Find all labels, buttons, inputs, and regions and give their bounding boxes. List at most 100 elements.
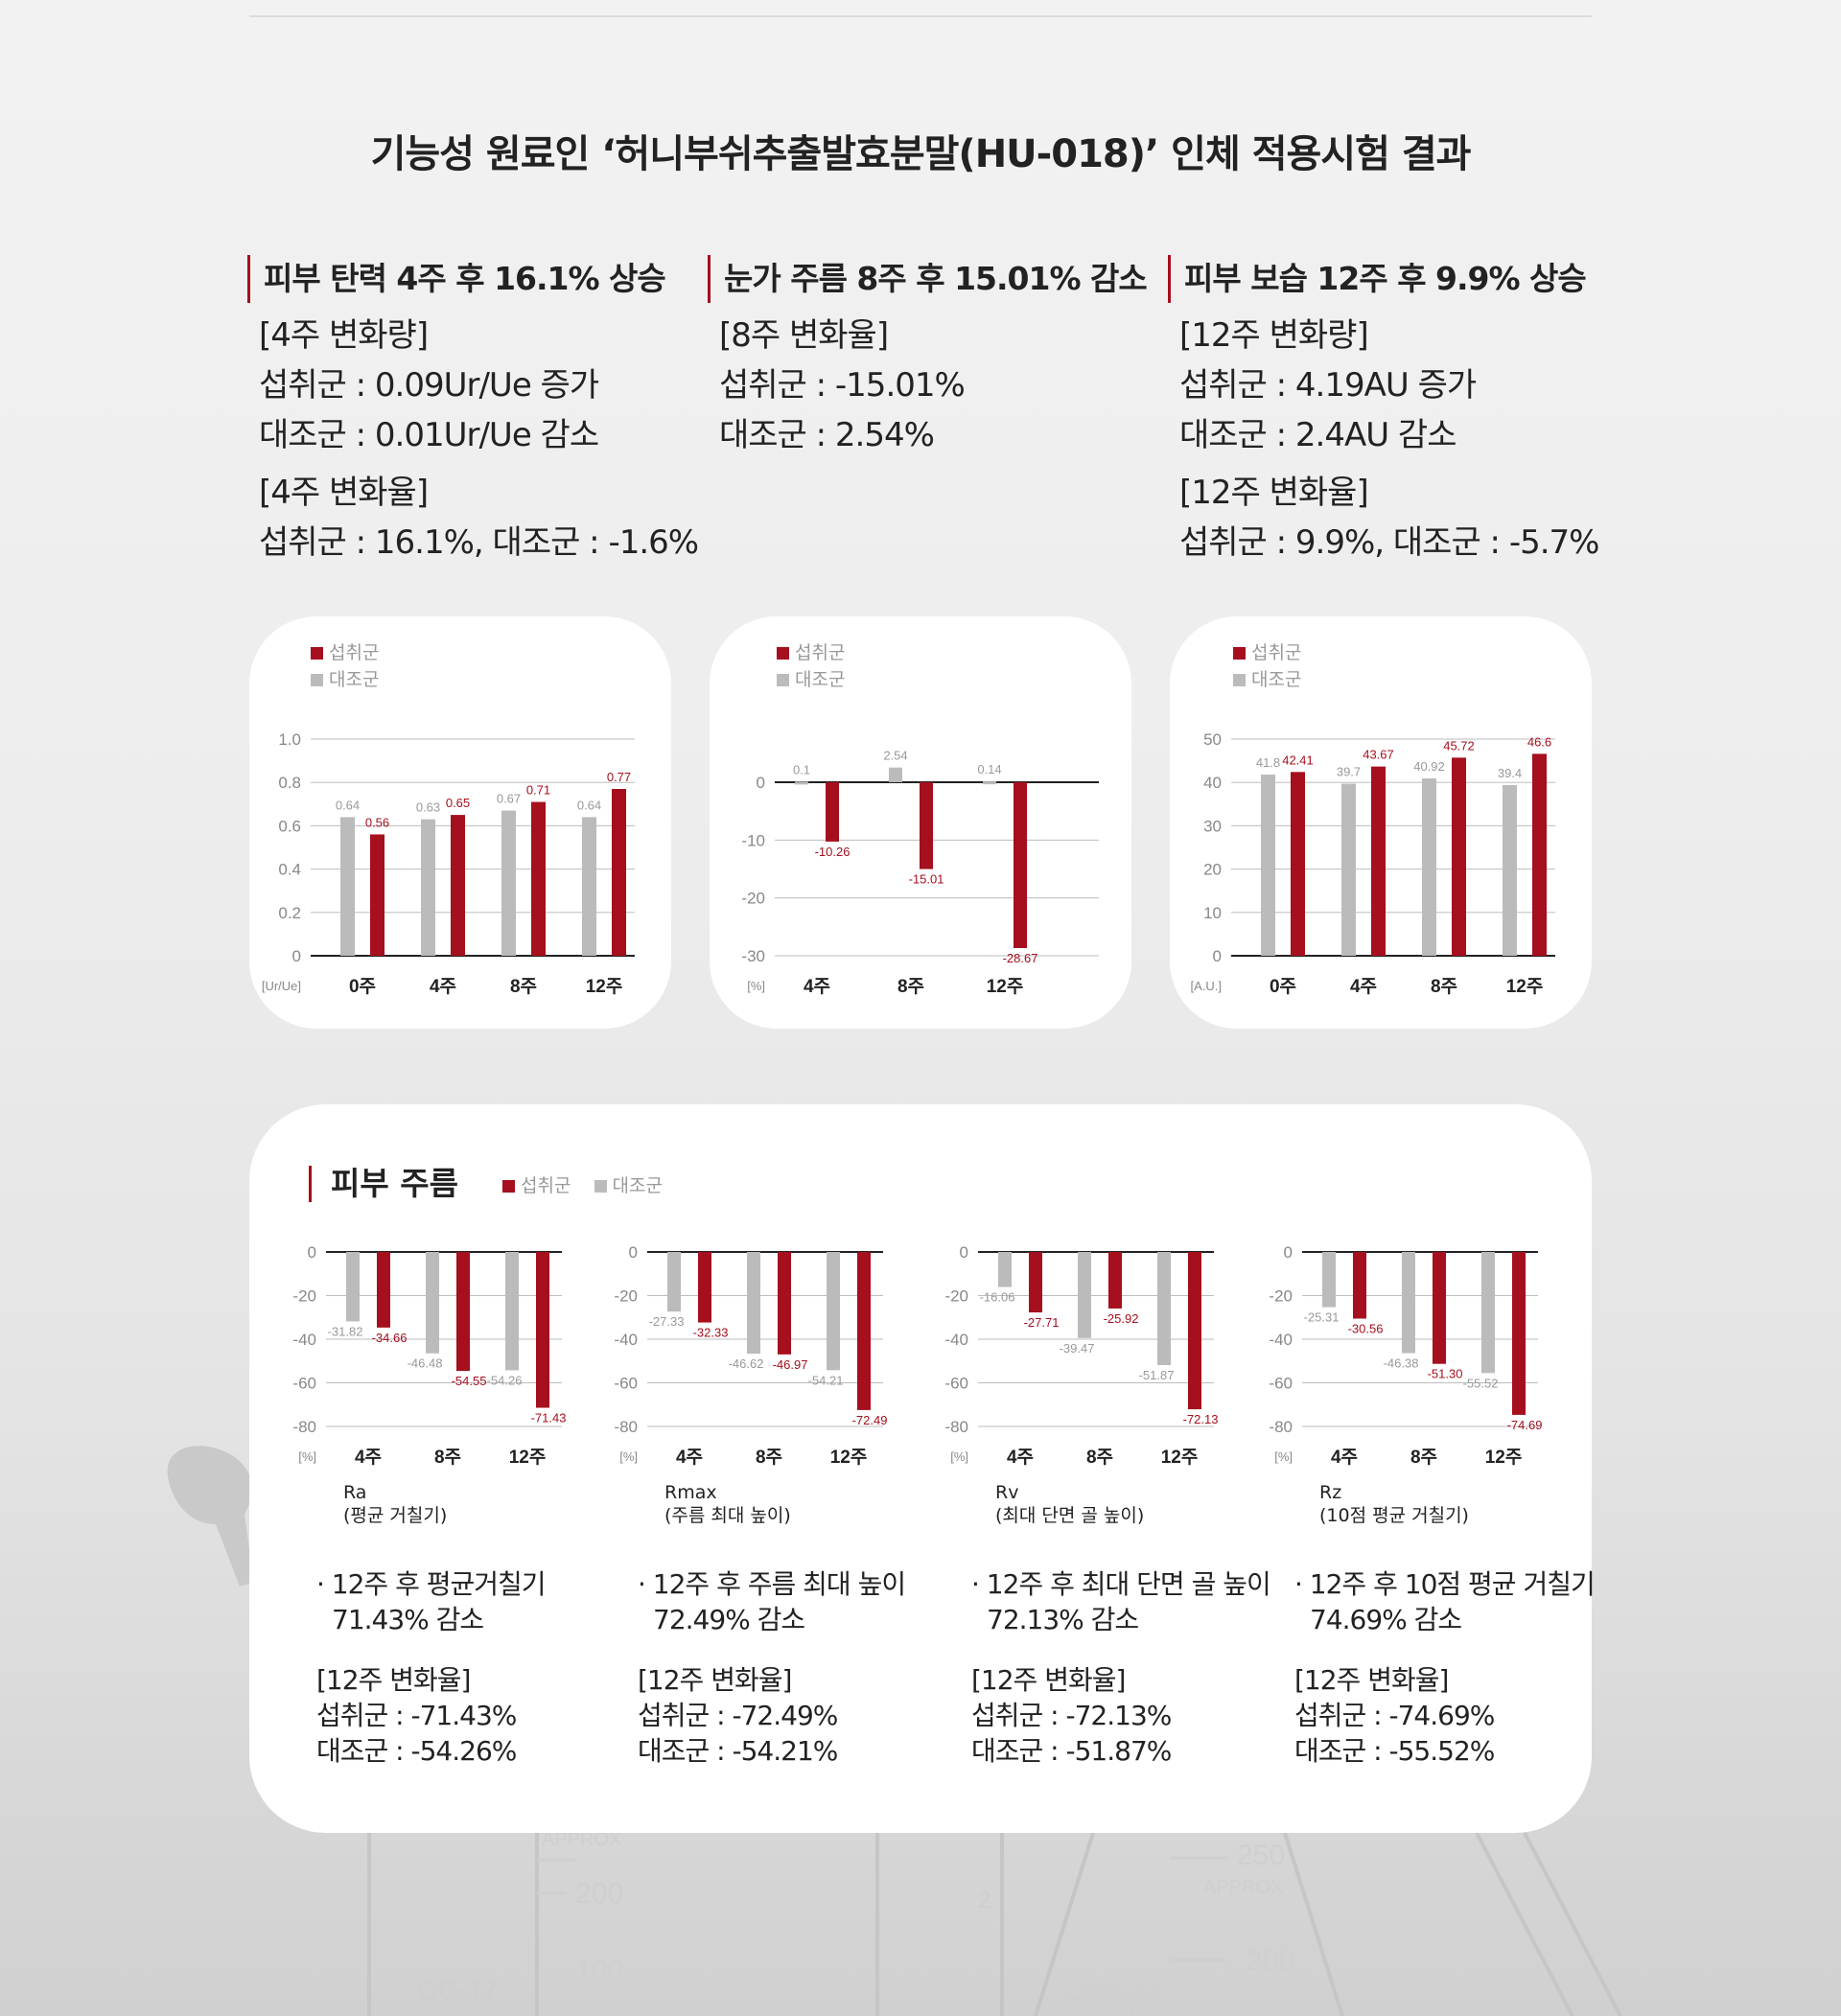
control-value-label: -31.82: [328, 1324, 363, 1338]
note-line: 섭취군 : -72.13%: [971, 1700, 1172, 1731]
legend-swatch-intake: [777, 647, 789, 660]
summary-heading: 피부 탄력 4주 후 16.1% 상승: [247, 255, 698, 303]
intake-value-label: -51.30: [1428, 1367, 1463, 1381]
intake-bar: [370, 834, 385, 956]
legend-label-intake: 섭취군: [795, 642, 846, 663]
control-value-label: -51.87: [1139, 1368, 1175, 1382]
intake-bar: [1452, 757, 1466, 956]
control-value-label: -55.52: [1463, 1376, 1499, 1390]
y-tick-label: 50: [1203, 730, 1222, 749]
intake-value-label: 0.56: [365, 815, 389, 829]
control-value-label: 39.4: [1498, 766, 1522, 780]
y-tick-label: -60: [614, 1375, 638, 1393]
caption-description: (평균 거칠기): [343, 1505, 448, 1526]
svg-text:250: 250: [1237, 1840, 1285, 1871]
y-tick-label: -20: [614, 1287, 638, 1306]
x-category-label: 8주: [897, 977, 924, 997]
note-headline: · 12주 후 10점 평균 거칠기: [1294, 1568, 1596, 1600]
control-value-label: 0.64: [577, 798, 601, 812]
y-tick-label: -20: [292, 1287, 316, 1306]
svg-text:250ml: 250ml: [1063, 1991, 1144, 2016]
legend-label-control: 대조군: [1251, 669, 1302, 690]
chart-legend: 섭취군 대조군: [777, 639, 845, 693]
y-unit-label: [%]: [950, 1449, 968, 1464]
y-tick-label: -30: [741, 947, 765, 965]
control-value-label: 2.54: [883, 749, 907, 763]
control-bar: [1422, 778, 1436, 956]
note-result: 74.69% 감소: [1310, 1604, 1462, 1635]
eye-wrinkle-bar-chart: 0 -10 -20 -30 [%] 0.1 -10.26 4주 2.54 -15.01 8주 0.14…: [741, 749, 1099, 997]
intake-value-label: -54.55: [452, 1374, 487, 1388]
intake-bar: [1029, 1252, 1042, 1313]
intake-value-label: -72.49: [852, 1413, 887, 1427]
control-bar: [340, 817, 355, 956]
y-unit-label: [%]: [1274, 1449, 1293, 1464]
x-category-label: 4주: [1331, 1448, 1358, 1468]
x-category-label: 4주: [355, 1448, 382, 1468]
control-value-label: 0.14: [977, 762, 1001, 776]
legend-swatch-intake: [1233, 647, 1246, 660]
rmax-bar-chart: 0 -20 -40 -60 -80 [%] -27.33 -32.33 4주 -46.62 -46.…: [614, 1243, 887, 1468]
intake-value-label: -34.66: [372, 1331, 408, 1345]
note-line: 대조군 : -54.26%: [316, 1735, 517, 1767]
caption-description: (주름 최대 높이): [664, 1505, 791, 1526]
legend-swatch-intake: [311, 647, 323, 660]
intake-bar: [1014, 782, 1027, 948]
control-value-label: -46.38: [1384, 1356, 1419, 1371]
y-tick-label: 0.2: [278, 904, 301, 922]
control-value-label: -27.33: [649, 1314, 685, 1329]
y-tick-label: -80: [614, 1418, 638, 1436]
legend-label-control: 대조군: [795, 669, 846, 690]
intake-value-label: -72.13: [1183, 1412, 1218, 1426]
svg-text:200: 200: [575, 1878, 623, 1910]
intake-bar: [377, 1252, 390, 1328]
control-bar: [1322, 1252, 1336, 1308]
control-bar: [426, 1252, 439, 1354]
rmax-caption: Rmax (주름 최대 높이): [664, 1481, 791, 1527]
rv-caption: Rv (최대 단면 골 높이): [995, 1481, 1144, 1527]
note-line: 대조군 : -54.21%: [638, 1735, 838, 1767]
x-category-label: 4주: [804, 977, 830, 997]
summary-line: 섭취군 : 9.9%, 대조군 : -5.7%: [1179, 523, 1599, 562]
note-line: 대조군 : -55.52%: [1294, 1735, 1495, 1767]
control-bar: [889, 767, 902, 782]
rv-note: · 12주 후 최대 단면 골 높이 72.13% 감소 [12주 변화율] 섭…: [971, 1566, 1271, 1769]
summary-heading: 눈가 주름 8주 후 15.01% 감소: [708, 255, 1158, 303]
svg-text:200: 200: [1247, 1945, 1294, 1977]
x-category-label: 8주: [1086, 1448, 1113, 1468]
summary-line: [8주 변화율]: [719, 316, 889, 355]
y-tick-label: -40: [944, 1331, 968, 1349]
summary-eye-wrinkle: 눈가 주름 8주 후 15.01% 감소 [8주 변화율] 섭취군 : -15.…: [708, 255, 1158, 460]
rz-bar-chart: 0 -20 -40 -60 -80 [%] -25.31 -30.56 4주 -46.38 -51.…: [1269, 1243, 1542, 1468]
summary-line: [12주 변화량]: [1179, 316, 1369, 355]
y-tick-label: -60: [292, 1375, 316, 1393]
control-bar: [1402, 1252, 1415, 1354]
control-bar: [1341, 783, 1356, 956]
caption-symbol: Rmax: [664, 1482, 717, 1503]
summary-line: 대조군 : 0.01Ur/Ue 감소: [259, 416, 599, 454]
control-value-label: -25.31: [1304, 1310, 1340, 1325]
summary-line: [4주 변화율]: [259, 474, 429, 512]
control-bar: [747, 1252, 760, 1355]
ra-bar-chart: 0 -20 -40 -60 -80 [%] -31.82 -34.66 4주 -46.48 -54.…: [292, 1243, 566, 1468]
intake-bar: [1353, 1252, 1366, 1319]
control-bar: [346, 1252, 360, 1322]
y-tick-label: -20: [1269, 1287, 1293, 1306]
y-tick-label: -80: [944, 1418, 968, 1436]
control-value-label: 39.7: [1337, 765, 1361, 779]
intake-value-label: -71.43: [531, 1411, 566, 1425]
intake-value-label: 43.67: [1363, 748, 1394, 762]
y-tick-label: -60: [1269, 1375, 1293, 1393]
legend-label-control: 대조군: [329, 669, 380, 690]
legend-label-intake: 섭취군: [521, 1175, 571, 1196]
y-tick-label: -10: [741, 831, 765, 849]
caption-symbol: Ra: [343, 1482, 367, 1503]
control-bar: [998, 1252, 1012, 1287]
legend-label-intake: 섭취군: [1251, 642, 1302, 663]
svg-text:APPROX: APPROX: [1203, 1877, 1283, 1898]
rv-bar-chart: 0 -20 -40 -60 -80 [%] -16.06 -27.71 4주 -39.47 -25.…: [944, 1243, 1218, 1468]
intake-bar: [456, 1252, 470, 1372]
y-tick-label: 0: [629, 1243, 638, 1262]
caption-symbol: Rv: [995, 1482, 1019, 1503]
intake-bar: [778, 1252, 791, 1355]
